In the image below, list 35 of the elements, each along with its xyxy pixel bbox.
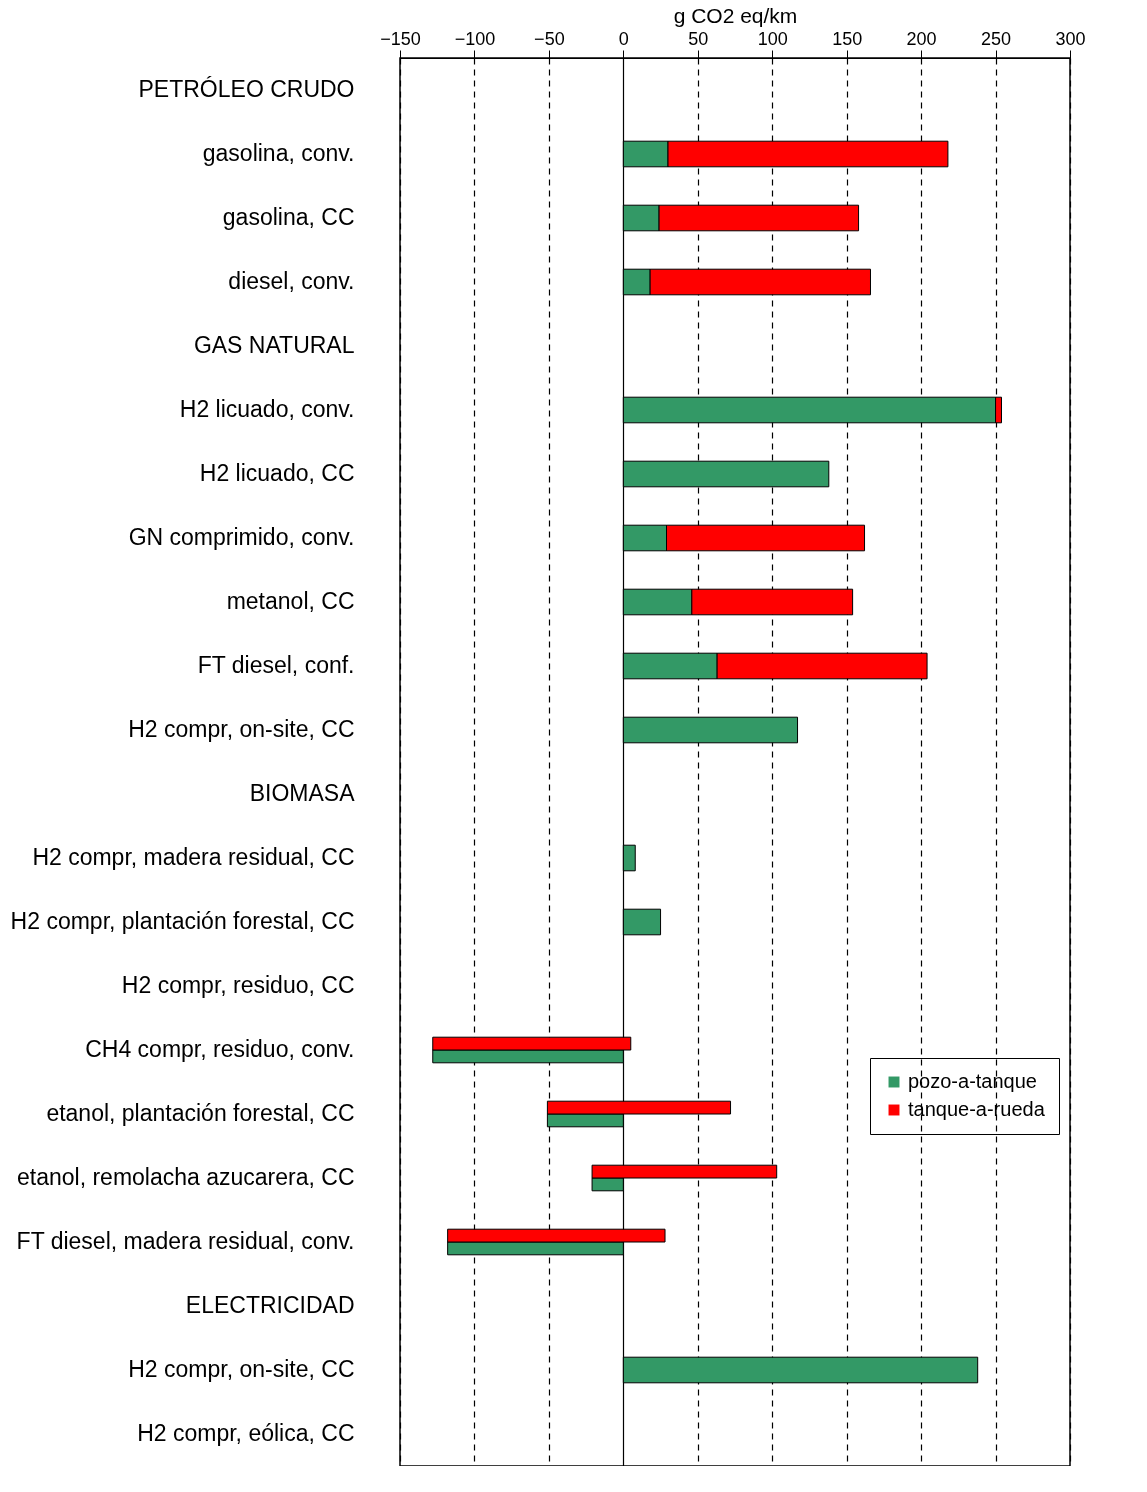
y-tick-label: H2 compr, on-site, CC <box>128 716 355 742</box>
y-tick-label: FT diesel, madera residual, conv. <box>16 1228 355 1254</box>
y-tick-label: H2 compr, plantación forestal, CC <box>10 908 355 934</box>
y-tick-label: H2 compr, on-site, CC <box>128 1356 355 1382</box>
x-tick-label: 250 <box>981 28 1012 49</box>
y-tick-label: H2 compr, madera residual, CC <box>32 844 355 870</box>
y-tick-label: H2 compr, residuo, CC <box>121 972 355 998</box>
y-tick-label: gasolina, CC <box>222 204 355 230</box>
x-tick-label: −100 <box>454 28 496 49</box>
x-tick-label: −50 <box>534 28 565 49</box>
x-tick-label: 300 <box>1055 28 1086 49</box>
y-tick-label: diesel, conv. <box>228 268 355 294</box>
legend-label: pozo-a-tanque <box>908 1070 1037 1092</box>
y-tick-label: ELECTRICIDAD <box>185 1292 355 1318</box>
y-tick-label: gasolina, conv. <box>202 140 355 166</box>
y-tick-label: etanol, remolacha azucarera, CC <box>17 1164 355 1190</box>
y-tick-label: PETRÓLEO CRUDO <box>138 76 355 102</box>
y-tick-label: BIOMASA <box>249 780 356 806</box>
y-tick-label: GAS NATURAL <box>193 332 355 358</box>
x-tick-label: −150 <box>380 28 421 49</box>
x-tick-label: 150 <box>832 28 863 49</box>
legend-label: tanque-a-rueda <box>908 1098 1046 1120</box>
y-tick-label: etanol, plantación forestal, CC <box>46 1100 355 1126</box>
y-tick-label: H2 licuado, conv. <box>179 396 355 422</box>
y-tick-label: H2 licuado, CC <box>199 460 355 486</box>
y-tick-label: metanol, CC <box>226 588 355 614</box>
y-tick-label: H2 compr, eólica, CC <box>137 1420 355 1446</box>
x-axis-title: g CO2 eq/km <box>673 3 798 27</box>
y-tick-label: CH4 compr, residuo, conv. <box>85 1036 355 1062</box>
x-tick-label: 0 <box>618 28 629 49</box>
x-tick-label: 50 <box>688 28 709 49</box>
y-tick-label: GN comprimido, conv. <box>128 524 355 550</box>
y-tick-label: FT diesel, conf. <box>197 652 355 678</box>
x-tick-label: 200 <box>906 28 937 49</box>
x-tick-label: 100 <box>757 28 788 49</box>
